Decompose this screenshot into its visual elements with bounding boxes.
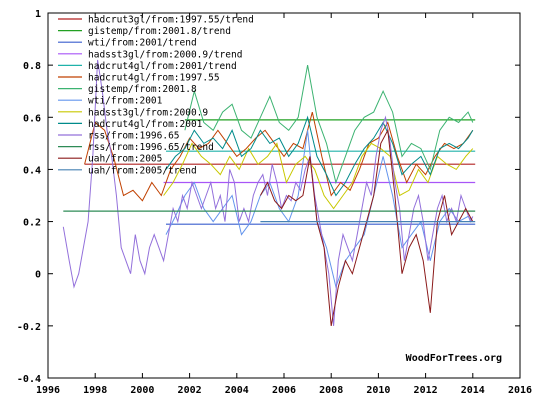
axis-layer: 1996 1998 2000 2002 2004 2006 2008 2010 2012 2014… xyxy=(17,9,532,396)
x-tick-label: 2006 xyxy=(272,385,296,396)
legend-item: uah/from:2005/trend xyxy=(58,165,197,176)
series-line-rss-from-1996-65 xyxy=(62,59,474,326)
legend-label: hadsst3gl/from:2000.9/trend xyxy=(88,49,242,60)
legend-item: gistemp/from:2001.8/trend xyxy=(58,26,231,37)
legend-item: gistemp/from:2001.8 xyxy=(58,84,197,95)
x-tick-label: 2014 xyxy=(461,385,485,396)
legend-label: gistemp/from:2001.8 xyxy=(88,84,197,95)
legend-item: wti/from:2001/trend xyxy=(58,38,197,49)
series-line-hadcrut4gl-from-2001 xyxy=(165,115,474,197)
credit-label: WoodForTrees.org xyxy=(406,353,502,364)
y-tick-label: 0.2 xyxy=(23,218,41,229)
x-tick-label: 2000 xyxy=(130,385,154,396)
legend-label: hadsst3gl/from:2000.9 xyxy=(88,107,208,118)
legend-item: hadcrut4gl/from:1997.55 xyxy=(58,73,220,84)
legend-label: hadcrut4gl/from:2001/trend xyxy=(88,61,237,72)
x-tick-label: 2004 xyxy=(225,385,249,396)
x-tick-label: 1996 xyxy=(36,385,60,396)
legend-label: wti/from:2001/trend xyxy=(88,38,197,49)
legend-label: uah/from:2005 xyxy=(88,154,162,165)
legend-item: uah/from:2005 xyxy=(58,154,162,165)
legend-item: hadsst3gl/from:2000.9 xyxy=(58,107,208,118)
legend-label: wti/from:2001 xyxy=(88,96,163,107)
legend-item: rss/from:1996.65/trend xyxy=(58,142,214,153)
y-tick-label: 0 xyxy=(35,270,41,281)
x-tick-label: 1998 xyxy=(83,385,107,396)
legend-item: hadsst3gl/from:2000.9/trend xyxy=(58,49,242,60)
y-tick-label: 0.4 xyxy=(23,165,41,176)
x-tick-label: 2012 xyxy=(414,385,438,396)
y-tick-label: -0.4 xyxy=(17,374,41,385)
legend-label: hadcrut3gl/from:1997.55/trend xyxy=(88,15,254,26)
y-tick-label: 0.6 xyxy=(23,113,41,124)
y-tick-label: 1 xyxy=(35,9,41,20)
legend-label: rss/from:1996.65 xyxy=(88,131,180,142)
legend: hadcrut3gl/from:1997.55/trendgistemp/fro… xyxy=(58,15,254,176)
legend-label: rss/from:1996.65/trend xyxy=(88,142,214,153)
legend-item: hadcrut4gl/from:2001 xyxy=(58,119,203,130)
legend-label: hadcrut4gl/from:1997.55 xyxy=(88,73,220,84)
x-tick-label: 2010 xyxy=(366,385,390,396)
legend-item: wti/from:2001 xyxy=(58,96,163,107)
legend-item: rss/from:1996.65 xyxy=(58,131,180,142)
legend-label: gistemp/from:2001.8/trend xyxy=(88,26,231,37)
legend-label: uah/from:2005/trend xyxy=(88,165,197,176)
y-tick-label: 0.8 xyxy=(23,61,41,72)
series-line-hadsst3gl-from-2000-9 xyxy=(163,142,474,210)
x-tick-label: 2002 xyxy=(178,385,202,396)
x-tick-label: 2016 xyxy=(508,385,532,396)
legend-label: hadcrut4gl/from:2001 xyxy=(88,119,203,130)
legend-item: hadcrut4gl/from:2001/trend xyxy=(58,61,237,72)
x-tick-label: 2008 xyxy=(319,385,343,396)
series-layer xyxy=(62,59,476,326)
y-tick-label: -0.2 xyxy=(17,322,41,333)
series-line-gistemp-from-2001-8 xyxy=(184,65,474,185)
legend-item: hadcrut3gl/from:1997.55/trend xyxy=(58,15,254,26)
series-line-hadcrut4gl-from-1997-55 xyxy=(84,111,474,202)
